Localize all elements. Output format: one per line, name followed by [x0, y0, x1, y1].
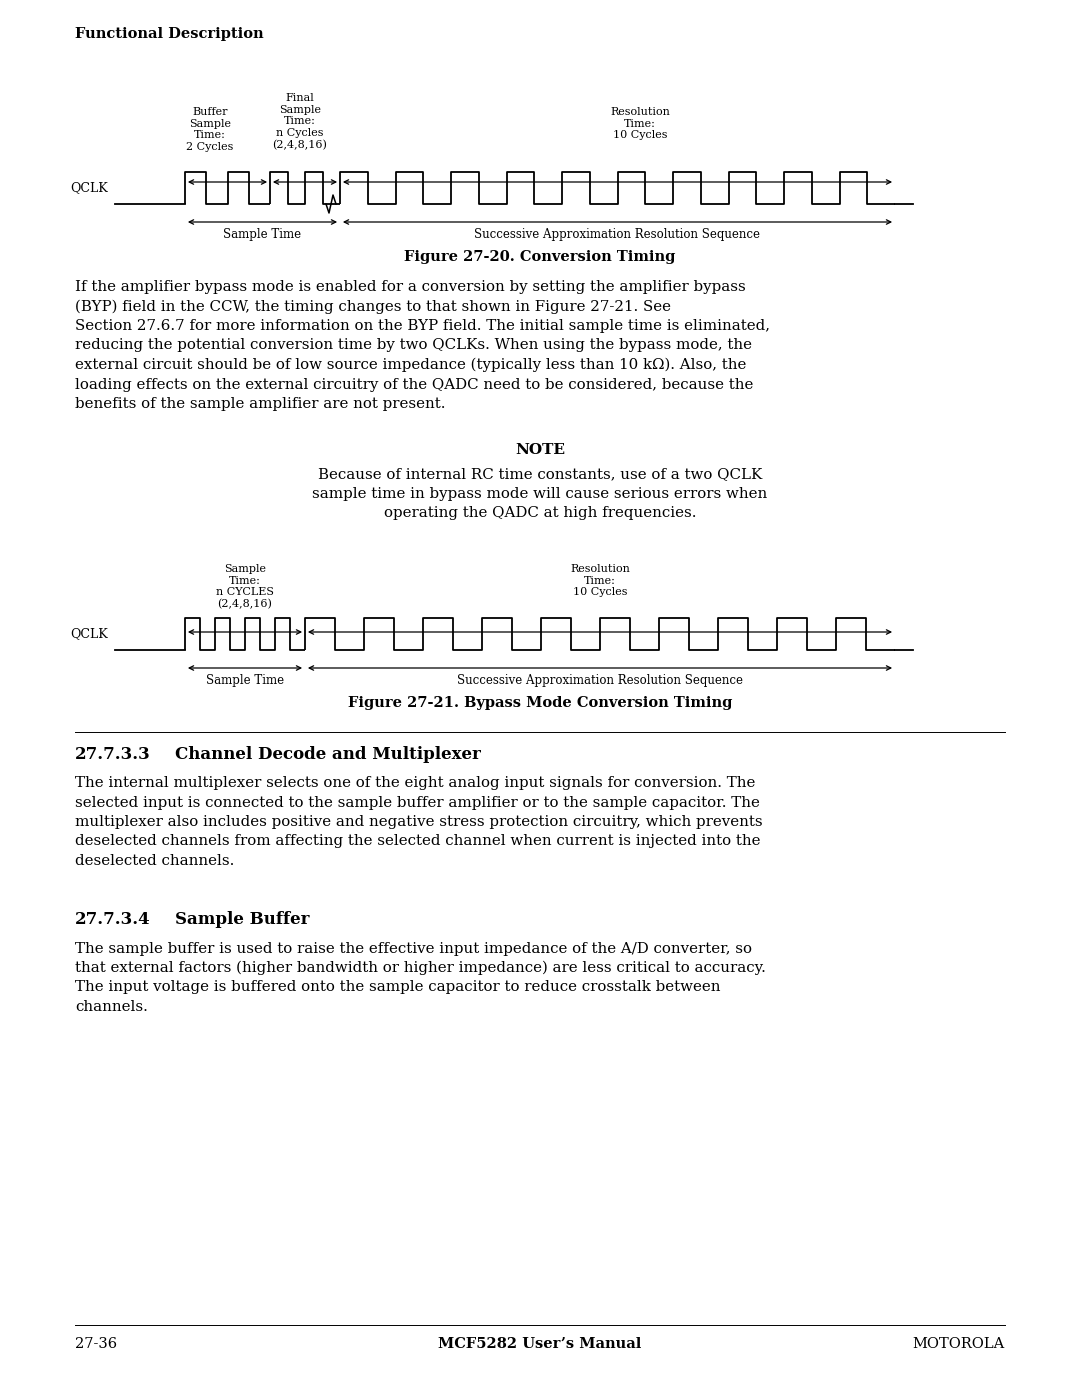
Text: NOTE: NOTE	[515, 443, 565, 457]
Text: Buffer
Sample
Time:
2 Cycles: Buffer Sample Time: 2 Cycles	[187, 108, 233, 152]
Text: Final
Sample
Time:
n Cycles
(2,4,8,16): Final Sample Time: n Cycles (2,4,8,16)	[272, 94, 327, 149]
Text: Because of internal RC time constants, use of a two QCLK: Because of internal RC time constants, u…	[318, 468, 762, 482]
Text: selected input is connected to the sample buffer amplifier or to the sample capa: selected input is connected to the sampl…	[75, 795, 760, 809]
Text: QCLK: QCLK	[70, 627, 108, 640]
Text: QCLK: QCLK	[70, 182, 108, 194]
Text: Channel Decode and Multiplexer: Channel Decode and Multiplexer	[175, 746, 481, 763]
Text: The sample buffer is used to raise the effective input impedance of the A/D conv: The sample buffer is used to raise the e…	[75, 942, 752, 956]
Text: The input voltage is buffered onto the sample capacitor to reduce crosstalk betw: The input voltage is buffered onto the s…	[75, 981, 720, 995]
Text: Successive Approximation Resolution Sequence: Successive Approximation Resolution Sequ…	[457, 673, 743, 687]
Text: Section 27.6.7 for more information on the BYP field. The initial sample time is: Section 27.6.7 for more information on t…	[75, 319, 770, 332]
Text: external circuit should be of low source impedance (typically less than 10 kΩ). : external circuit should be of low source…	[75, 358, 746, 373]
Text: 27.7.3.4: 27.7.3.4	[75, 911, 150, 929]
Text: The internal multiplexer selects one of the eight analog input signals for conve: The internal multiplexer selects one of …	[75, 775, 755, 789]
Text: multiplexer also includes positive and negative stress protection circuitry, whi: multiplexer also includes positive and n…	[75, 814, 762, 828]
Text: Successive Approximation Resolution Sequence: Successive Approximation Resolution Sequ…	[474, 228, 760, 242]
Text: deselected channels.: deselected channels.	[75, 854, 234, 868]
Text: (BYP) field in the CCW, the timing changes to that shown in Figure 27-21. See: (BYP) field in the CCW, the timing chang…	[75, 299, 671, 314]
Text: MOTOROLA: MOTOROLA	[913, 1337, 1005, 1351]
Text: Figure 27-21. Bypass Mode Conversion Timing: Figure 27-21. Bypass Mode Conversion Tim…	[348, 696, 732, 710]
Text: Sample Time: Sample Time	[206, 673, 284, 687]
Text: MCF5282 User’s Manual: MCF5282 User’s Manual	[438, 1337, 642, 1351]
Text: that external factors (higher bandwidth or higher impedance) are less critical t: that external factors (higher bandwidth …	[75, 961, 766, 975]
Text: 27-36: 27-36	[75, 1337, 117, 1351]
Text: If the amplifier bypass mode is enabled for a conversion by setting the amplifie: If the amplifier bypass mode is enabled …	[75, 279, 746, 293]
Text: channels.: channels.	[75, 1000, 148, 1014]
Text: Resolution
Time:
10 Cycles: Resolution Time: 10 Cycles	[570, 564, 630, 597]
Text: benefits of the sample amplifier are not present.: benefits of the sample amplifier are not…	[75, 397, 446, 411]
Text: reducing the potential conversion time by two QCLKs. When using the bypass mode,: reducing the potential conversion time b…	[75, 338, 752, 352]
Text: operating the QADC at high frequencies.: operating the QADC at high frequencies.	[383, 507, 697, 521]
Text: 27.7.3.3: 27.7.3.3	[75, 746, 151, 763]
Text: Functional Description: Functional Description	[75, 27, 264, 41]
Text: Figure 27-20. Conversion Timing: Figure 27-20. Conversion Timing	[404, 250, 676, 264]
Text: deselected channels from affecting the selected channel when current is injected: deselected channels from affecting the s…	[75, 834, 760, 848]
Text: Resolution
Time:
10 Cycles: Resolution Time: 10 Cycles	[610, 108, 670, 140]
Text: Sample Time: Sample Time	[224, 228, 301, 242]
Text: Sample
Time:
n CYCLES
(2,4,8,16): Sample Time: n CYCLES (2,4,8,16)	[216, 564, 274, 609]
Text: Sample Buffer: Sample Buffer	[175, 911, 310, 929]
Text: sample time in bypass mode will cause serious errors when: sample time in bypass mode will cause se…	[312, 488, 768, 502]
Text: loading effects on the external circuitry of the QADC need to be considered, bec: loading effects on the external circuitr…	[75, 377, 754, 391]
